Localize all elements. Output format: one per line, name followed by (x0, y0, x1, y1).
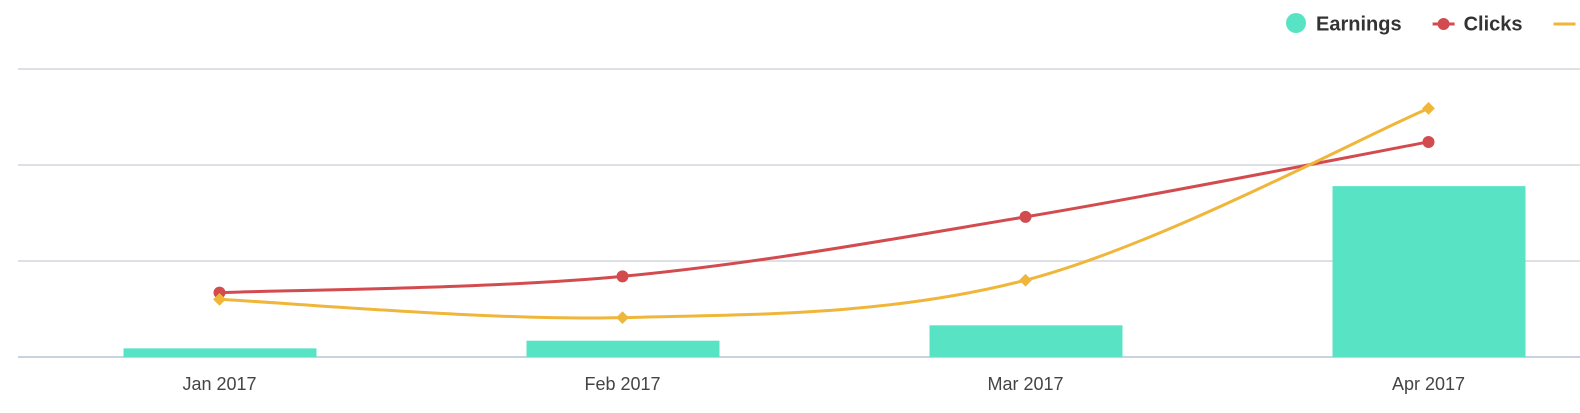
x-tick-label: Mar 2017 (987, 374, 1063, 394)
x-tick-label: Apr 2017 (1392, 374, 1465, 394)
bar (1332, 186, 1526, 357)
point (1422, 135, 1435, 148)
legend-marker (1286, 13, 1306, 33)
point (616, 270, 629, 283)
legend-label: Clicks (1464, 13, 1523, 35)
legend-label: Earnings (1316, 13, 1402, 35)
bar (123, 348, 317, 357)
point (1422, 101, 1435, 115)
point (213, 293, 226, 306)
x-tick-label: Jan 2017 (182, 374, 256, 394)
line (219, 140, 1429, 295)
point (616, 311, 629, 325)
point (213, 286, 226, 299)
bar (929, 325, 1123, 357)
legend-marker (1437, 18, 1450, 30)
line (219, 106, 1430, 320)
x-tick-label: Feb 2017 (584, 374, 660, 394)
bar (526, 340, 720, 357)
point (1019, 273, 1032, 287)
point (1019, 210, 1032, 223)
